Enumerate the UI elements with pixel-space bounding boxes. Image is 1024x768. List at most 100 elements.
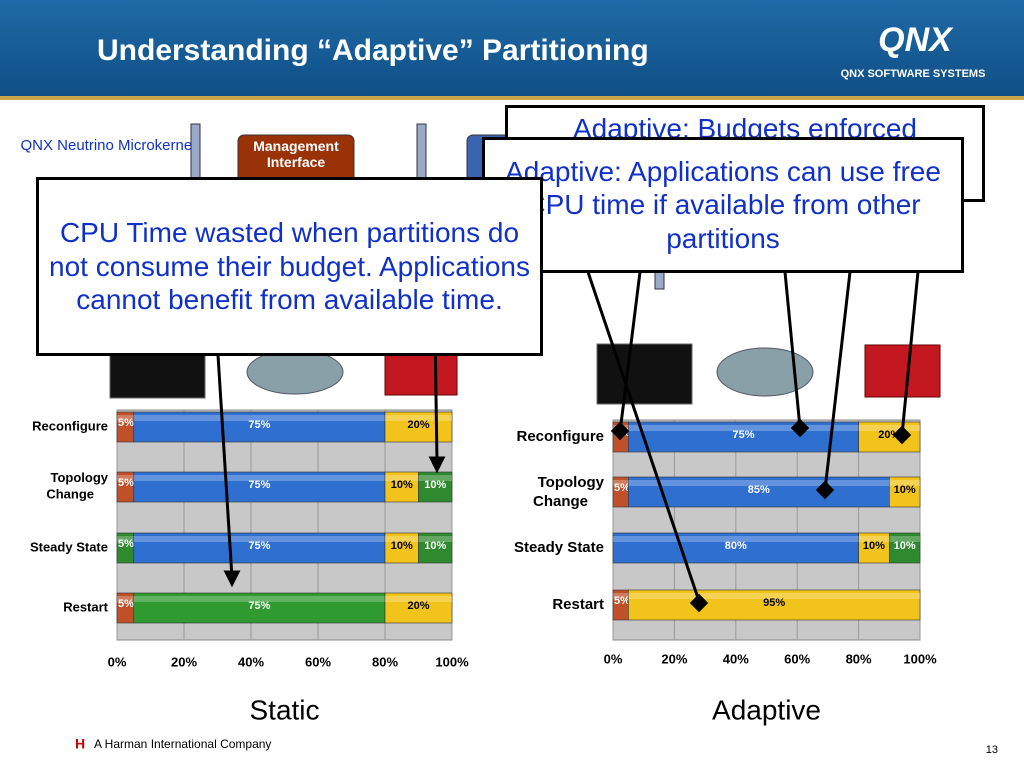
- value-label: 75%: [248, 479, 270, 491]
- bar-shine: [628, 480, 890, 486]
- category-label: Restart: [552, 596, 604, 613]
- bar-shine: [385, 536, 419, 542]
- x-tick-label: 60%: [305, 654, 331, 669]
- router-icon: [716, 347, 814, 397]
- value-label: 5%: [614, 482, 630, 494]
- bar-shine: [385, 475, 419, 481]
- x-tick-label: 100%: [903, 651, 937, 666]
- terminal-icon: [109, 349, 206, 399]
- charts: 0% 20% 40% 60% 80% 100% Reconfigure 5% 75% 20% Top…: [30, 409, 937, 725]
- arrowhead: [790, 418, 810, 438]
- bar-segment: [133, 592, 386, 624]
- x-tick-label: 0%: [604, 651, 623, 666]
- arrowhead: [223, 570, 241, 588]
- bar-shine: [628, 425, 859, 431]
- arrow: [216, 354, 234, 579]
- kernel-text: QNX Neutrino Microkernel: [20, 137, 195, 154]
- bar-segment: [858, 532, 890, 564]
- terminal-icon: [596, 343, 693, 405]
- category-label-line: Change: [46, 487, 94, 502]
- bar-segment: [888, 476, 921, 508]
- kernel-label: QNX Neutrino Microkernel: [20, 137, 195, 154]
- footer-company: A Harman International Company: [94, 737, 271, 751]
- x-tick-label: 100%: [435, 654, 469, 669]
- bar-shine: [613, 536, 859, 542]
- management-fo: Management Interface: [253, 138, 339, 170]
- arrowhead: [428, 456, 446, 474]
- category-label: Reconfigure: [516, 428, 604, 445]
- bar-segment: [384, 592, 453, 624]
- chart-title: Static: [249, 694, 319, 725]
- arrow: [618, 271, 642, 433]
- logo-sub: QNX SOFTWARE SYSTEMS: [841, 68, 986, 80]
- value-label: 5%: [118, 598, 134, 610]
- x-tick-label: 40%: [238, 654, 264, 669]
- value-label: 10%: [863, 540, 885, 552]
- bar-segment: [384, 471, 419, 503]
- arrowhead: [892, 425, 912, 445]
- management-label: Management Interface: [253, 138, 339, 170]
- bar-shine: [858, 536, 890, 542]
- toolbox-icon: [864, 344, 941, 398]
- bar-segment: [418, 471, 453, 503]
- value-label: 20%: [878, 429, 900, 441]
- arrow: [823, 271, 852, 491]
- bar-shine: [117, 475, 134, 481]
- value-label: 5%: [118, 477, 134, 489]
- category-label: Reconfigure: [32, 418, 108, 433]
- bar-shine: [858, 425, 920, 431]
- logo: QNX: [878, 21, 954, 59]
- bar-shine: [133, 475, 385, 481]
- callout: CPU Time wasted when partitions do not c…: [36, 177, 543, 356]
- header-rule: [0, 96, 1024, 100]
- category-label: Steady State: [514, 539, 604, 556]
- category-label-line: Change: [533, 493, 588, 510]
- bar-shine: [889, 536, 920, 542]
- value-label: 75%: [248, 540, 270, 552]
- slide-title: Understanding “Adaptive” Partitioning: [97, 34, 649, 67]
- value-label: 10%: [424, 540, 446, 552]
- value-label: 75%: [248, 600, 270, 612]
- value-label: 20%: [407, 419, 429, 431]
- bar-segment: [612, 532, 859, 564]
- bar-segment: [418, 532, 453, 564]
- bar-segment: [133, 411, 386, 443]
- value-label: 10%: [391, 540, 413, 552]
- bar-shine: [117, 596, 134, 602]
- value-label: 75%: [732, 429, 754, 441]
- value-label: 75%: [248, 419, 270, 431]
- value-label: 10%: [894, 540, 916, 552]
- bar-segment: [858, 421, 921, 453]
- bar-shine: [889, 480, 920, 486]
- arrowhead: [689, 593, 709, 613]
- bar-shine: [418, 536, 452, 542]
- x-tick-label: 20%: [661, 651, 687, 666]
- value-label: 80%: [725, 540, 747, 552]
- toolbox-icon: [384, 349, 458, 396]
- category-label-group: Topology Change: [46, 471, 108, 502]
- callout: Adaptive: Applications can use free CPU …: [482, 137, 964, 273]
- arrow: [783, 271, 802, 429]
- value-label: 5%: [118, 538, 134, 550]
- value-label: 85%: [748, 484, 770, 496]
- x-tick-label: 40%: [723, 651, 749, 666]
- category-label-line: Topology: [538, 474, 605, 491]
- arrow: [586, 271, 702, 605]
- bar-segment: [133, 532, 386, 564]
- bar-shine: [613, 480, 629, 486]
- value-label: 10%: [424, 479, 446, 491]
- bar-segment: [133, 471, 386, 503]
- value-label: 10%: [894, 484, 916, 496]
- router-icon: [246, 349, 344, 395]
- bar-segment: [628, 589, 921, 621]
- x-tick-label: 20%: [171, 654, 197, 669]
- bar-shine: [117, 536, 134, 542]
- arrowhead: [815, 480, 835, 500]
- bar-segment: [888, 532, 921, 564]
- category-label-line: Topology: [50, 471, 108, 486]
- value-label: 95%: [763, 597, 785, 609]
- value-label: 5%: [118, 417, 134, 429]
- bar-shine: [133, 596, 385, 602]
